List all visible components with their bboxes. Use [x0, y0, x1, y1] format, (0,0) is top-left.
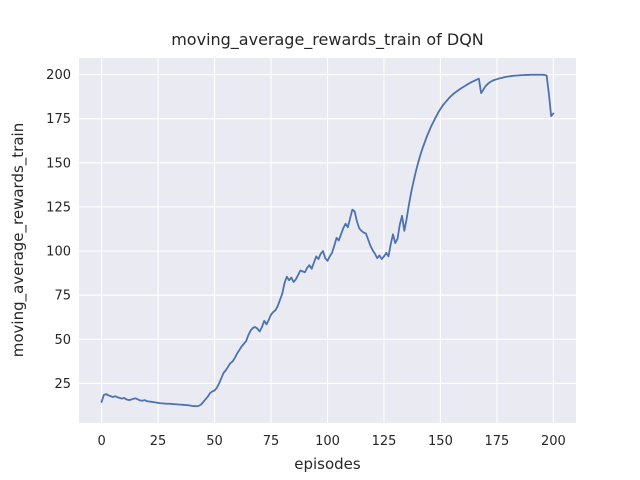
- y-tick-label: 200: [46, 68, 71, 83]
- x-tick-label: 100: [315, 434, 340, 449]
- x-tick-label: 25: [150, 434, 167, 449]
- y-tick-label: 175: [46, 112, 71, 127]
- y-tick-label: 125: [46, 200, 71, 215]
- y-tick-label: 75: [54, 289, 71, 304]
- chart-title: moving_average_rewards_train of DQN: [171, 30, 484, 49]
- x-tick-label: 125: [372, 434, 397, 449]
- x-tick-label: 175: [485, 434, 510, 449]
- y-tick-label: 100: [46, 245, 71, 260]
- x-tick-label: 150: [428, 434, 453, 449]
- reward-line-series: [100, 73, 555, 408]
- y-tick-label: 50: [54, 333, 71, 348]
- y-axis-label: moving_average_rewards_train: [9, 122, 27, 358]
- y-tick-label: 150: [46, 156, 71, 171]
- x-tick-label: 50: [206, 434, 223, 449]
- y-tick-label: 25: [54, 377, 71, 392]
- x-tick-label: 0: [97, 434, 105, 449]
- x-tick-label: 75: [263, 434, 280, 449]
- x-tick-label: 200: [541, 434, 566, 449]
- x-axis-label: episodes: [294, 455, 361, 473]
